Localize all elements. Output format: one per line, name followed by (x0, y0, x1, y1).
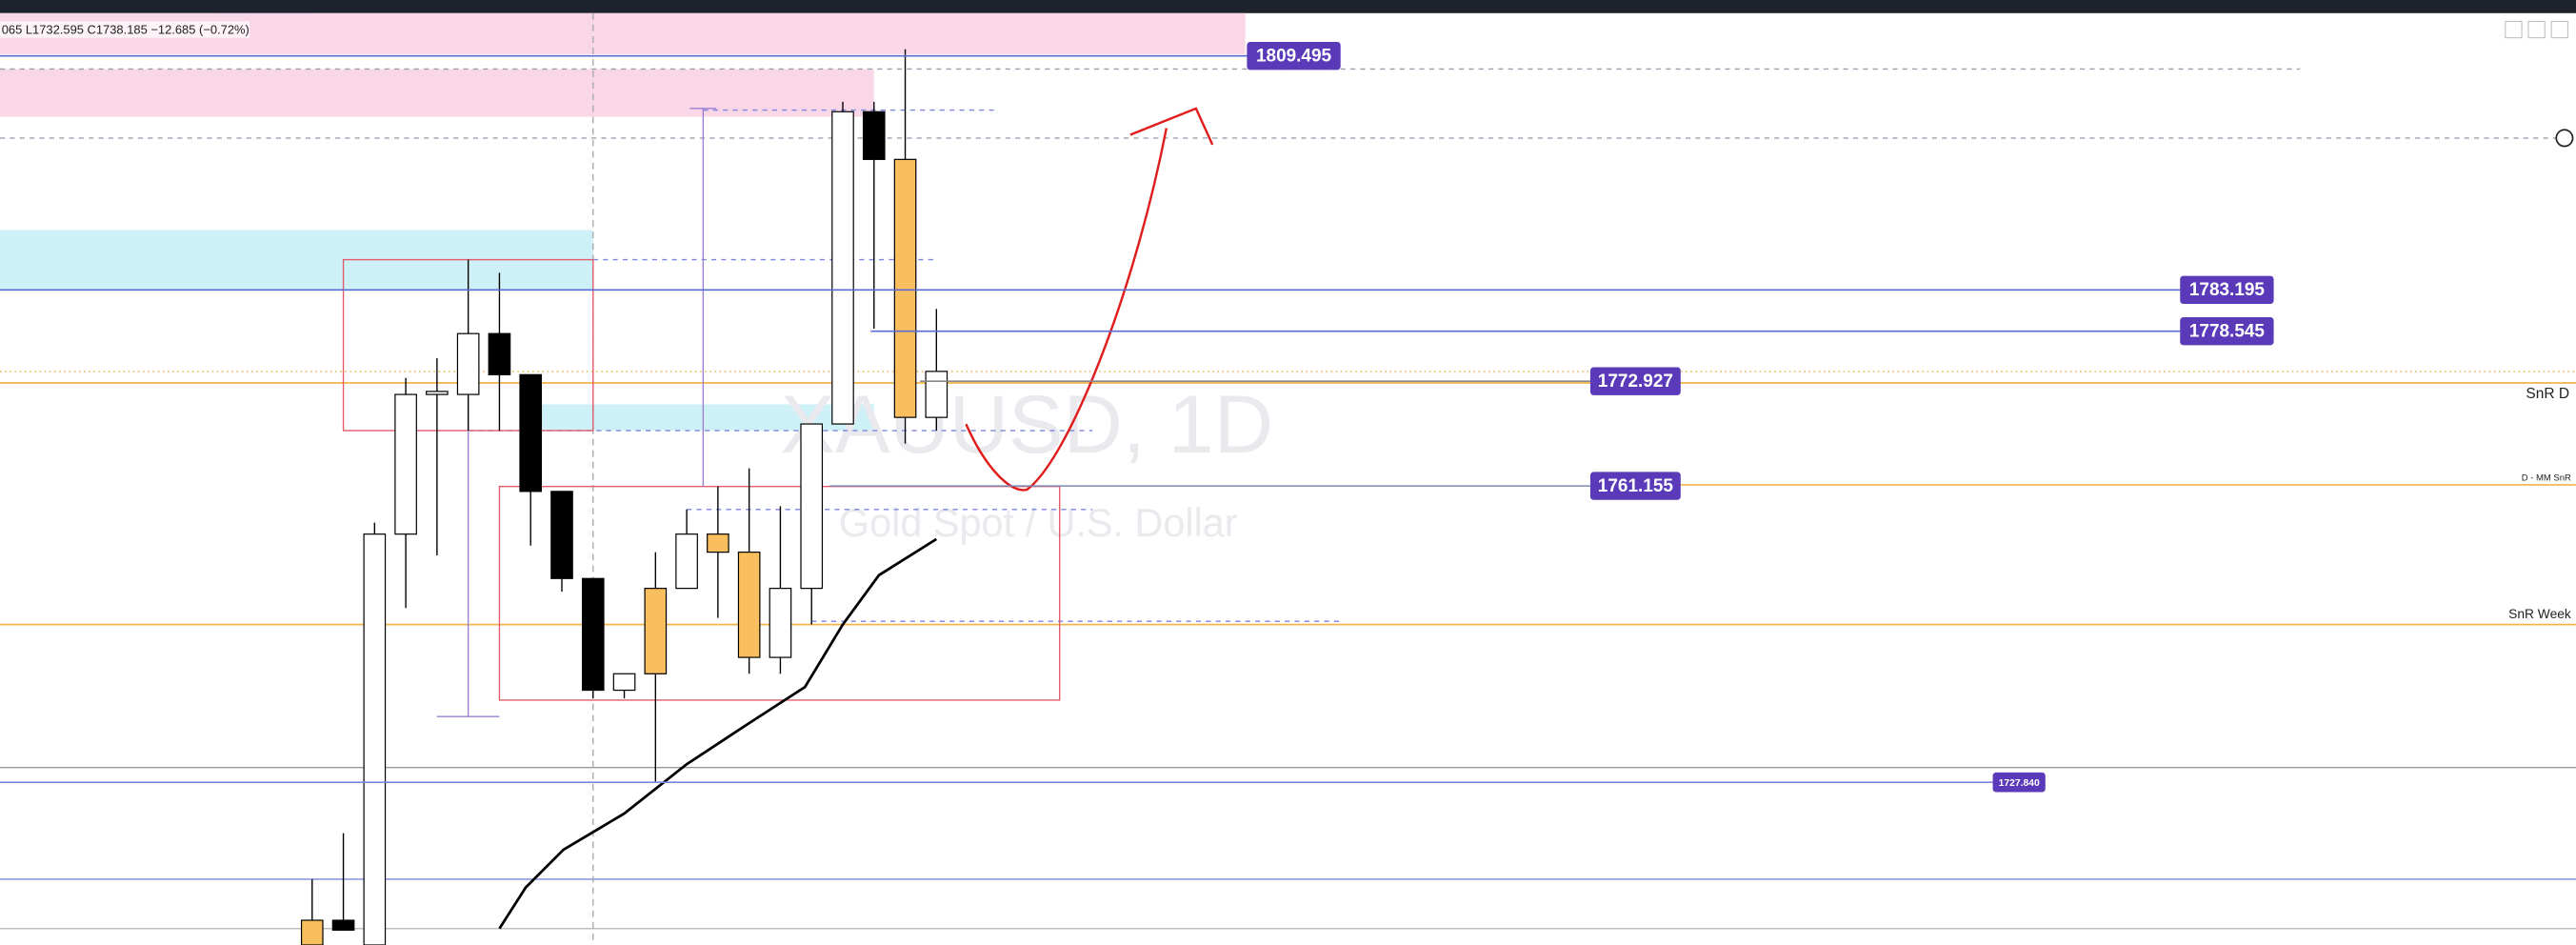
price-label: 1778.545 (2189, 322, 2266, 342)
range-box (498, 485, 1061, 701)
supply-zone (0, 69, 874, 117)
candle-body (550, 491, 573, 579)
price-label-box (1589, 367, 1681, 395)
candle-body (893, 158, 917, 418)
price-label: 1761.155 (1598, 476, 1674, 496)
price-label-box (1992, 772, 2046, 793)
candle-body (581, 577, 605, 692)
reset-button[interactable] (2550, 20, 2568, 39)
projection-arrow (1129, 107, 1214, 146)
price-label-box (2180, 275, 2274, 304)
candle-body (925, 371, 949, 418)
candle-body (456, 332, 480, 395)
expand-button[interactable] (2527, 20, 2546, 39)
level-note: SnR D (2526, 386, 2569, 402)
price-label-box (1247, 42, 1341, 70)
candle-body (644, 588, 668, 674)
candle-body (363, 533, 387, 945)
candle-body (519, 373, 543, 493)
watermark-title: XAUUSD, 1D (780, 379, 1273, 471)
price-label: 1809.495 (1256, 47, 1332, 67)
projection-drawing (965, 128, 1168, 492)
add-level-button[interactable] (2555, 129, 2574, 148)
candle-body (300, 919, 324, 945)
price-label: 1727.840 (1999, 778, 2040, 789)
watermark-subtitle: Gold Spot / U.S. Dollar (839, 501, 1238, 545)
price-label-box (2180, 317, 2274, 346)
price-label: 1783.195 (2189, 280, 2266, 300)
candle-body (831, 111, 854, 425)
level-note: D - MM SnR (2522, 473, 2571, 484)
ohlc-legend: 065 L1732.595 C1738.185 −12.685 (−0.72%) (2, 22, 250, 36)
candle-body (707, 533, 729, 553)
candle-body (862, 111, 886, 160)
candle-body (769, 588, 792, 658)
price-label: 1772.927 (1598, 372, 1673, 392)
moving-average (498, 537, 938, 930)
price-labels: 1809.495 1783.195 1778.545 1772.927 1761.155… (0, 42, 2571, 793)
candle-body (675, 533, 698, 590)
candle-body (612, 673, 636, 692)
scroll-button[interactable] (2505, 20, 2523, 39)
candle-body (331, 919, 355, 932)
toolbar[interactable] (0, 0, 2576, 13)
legend-bg (0, 21, 250, 38)
candle-body (800, 423, 824, 590)
candle-body (426, 391, 449, 395)
candle-body (488, 332, 511, 375)
price-label-box (1589, 472, 1681, 500)
level-note: SnR Week (2508, 607, 2571, 621)
candle-body (394, 393, 417, 535)
candles (300, 49, 949, 945)
candle-body (737, 552, 761, 658)
